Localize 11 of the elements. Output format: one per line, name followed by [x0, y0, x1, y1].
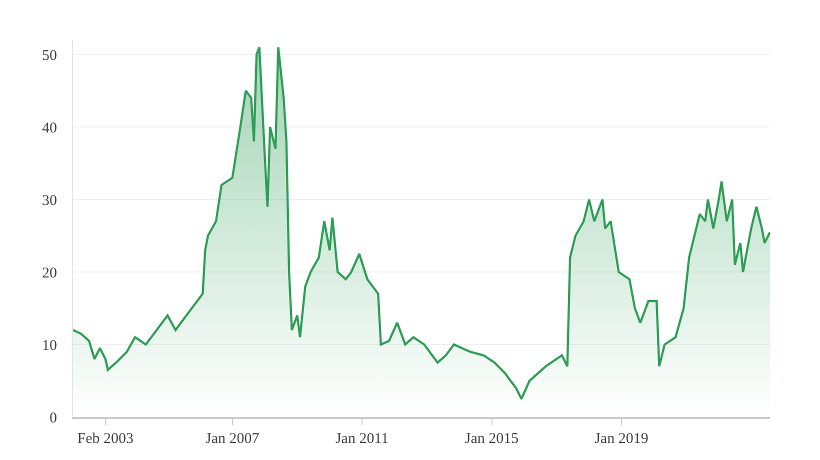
y-tick-label: 20 — [42, 265, 57, 282]
x-tick-label: Jan 2019 — [594, 430, 648, 447]
x-tick-label: Jan 2015 — [464, 430, 519, 447]
y-tick-label: 30 — [42, 192, 57, 209]
y-tick-label: 10 — [42, 338, 57, 354]
x-tick-label: Jan 2007 — [205, 430, 260, 447]
y-tick-label: 50 — [42, 48, 57, 64]
x-tick-label: Feb 2003 — [77, 430, 134, 447]
x-tick-label: Jan 2011 — [335, 430, 389, 447]
y-tick-label: 0 — [50, 410, 57, 426]
y-tick-label: 40 — [42, 120, 57, 136]
